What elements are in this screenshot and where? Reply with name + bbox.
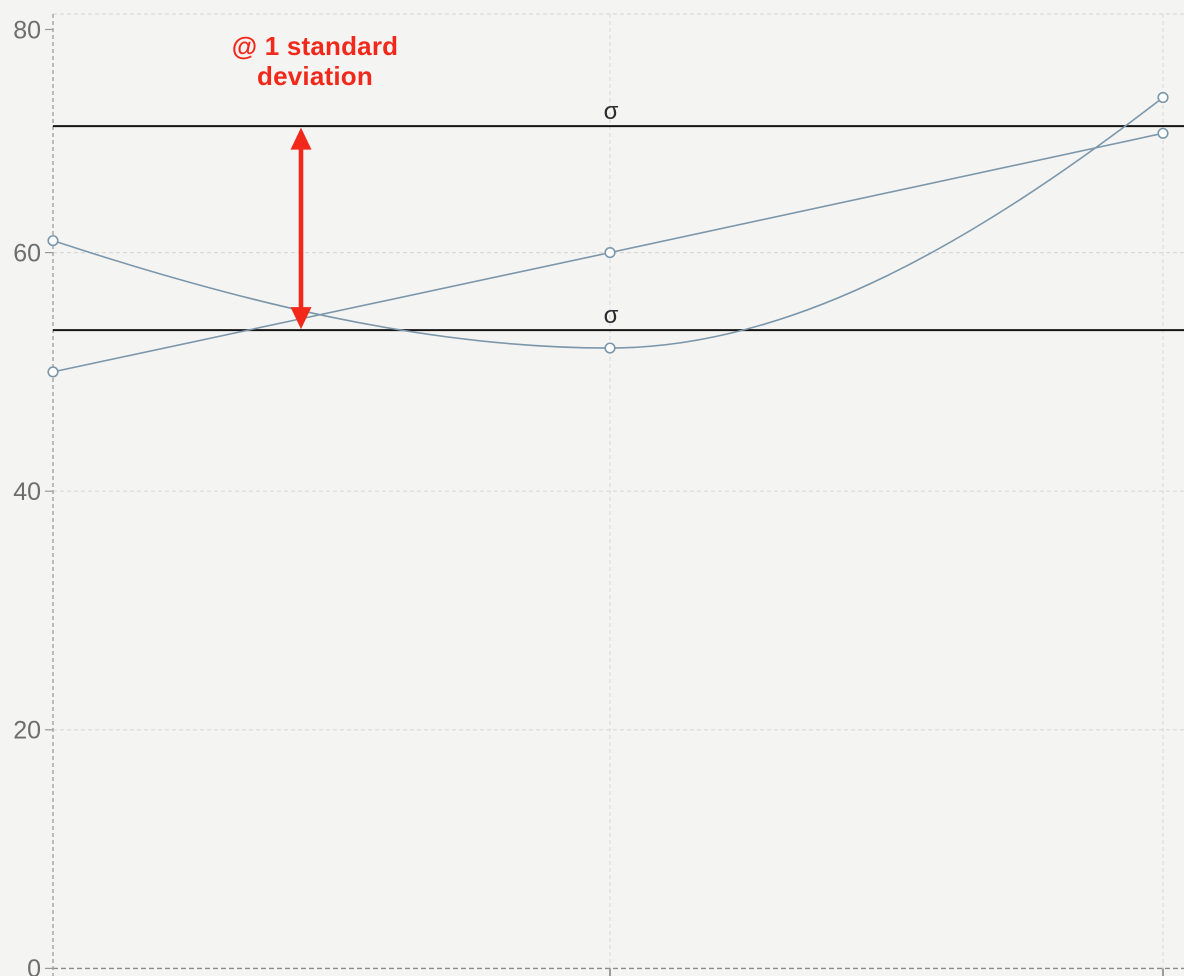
curved-series-marker	[1157, 91, 1169, 104]
axis-ticks	[45, 28, 1164, 976]
annotation-line-2: deviation	[257, 61, 373, 91]
y-tick-label: 20	[13, 717, 41, 745]
reference-labels: σσ	[604, 98, 619, 329]
y-tick-label: 40	[13, 478, 41, 506]
curved-series-marker	[604, 342, 616, 354]
axis-labels: 0 20 40 60 80	[13, 16, 41, 976]
straight-series-marker	[604, 247, 616, 259]
reference-lines	[53, 125, 1184, 332]
arrow-head-down	[290, 307, 312, 330]
curved-series-marker	[47, 235, 59, 247]
annotation-arrow	[290, 127, 312, 330]
straight-series-marker	[1157, 127, 1169, 139]
y-tick-label: 60	[13, 239, 41, 267]
sigma-label: σ	[604, 302, 619, 329]
y-tick-label: 80	[13, 16, 41, 44]
y-tick-label: 0	[27, 955, 41, 976]
sigma-label: σ	[604, 98, 619, 125]
annotation-line-1: @ 1 standard	[231, 31, 399, 61]
series-markers	[47, 91, 1169, 378]
arrow-head-up	[290, 127, 312, 150]
gridlines	[52, 13, 1184, 976]
annotation-label: @ 1 standard deviation	[203, 31, 427, 91]
straight-series-marker	[47, 366, 59, 378]
